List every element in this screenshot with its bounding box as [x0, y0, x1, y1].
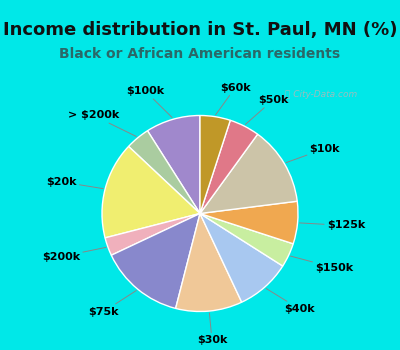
- Text: ⓘ City-Data.com: ⓘ City-Data.com: [286, 90, 358, 99]
- Text: $10k: $10k: [286, 144, 340, 163]
- Text: Income distribution in St. Paul, MN (%): Income distribution in St. Paul, MN (%): [3, 21, 397, 39]
- Text: $50k: $50k: [245, 95, 288, 125]
- Wedge shape: [176, 214, 242, 312]
- Text: $75k: $75k: [88, 290, 136, 317]
- Text: $30k: $30k: [197, 313, 227, 345]
- Wedge shape: [200, 134, 297, 214]
- Text: $125k: $125k: [300, 220, 365, 231]
- Text: $150k: $150k: [290, 256, 353, 273]
- Wedge shape: [200, 214, 283, 302]
- Wedge shape: [200, 201, 298, 244]
- Wedge shape: [200, 116, 230, 214]
- Wedge shape: [111, 214, 200, 308]
- Text: > $200k: > $200k: [68, 110, 136, 136]
- Text: $200k: $200k: [42, 247, 106, 262]
- Text: $60k: $60k: [216, 83, 250, 115]
- Wedge shape: [105, 214, 200, 255]
- Wedge shape: [200, 214, 293, 266]
- Wedge shape: [200, 120, 258, 214]
- Text: $40k: $40k: [266, 288, 315, 314]
- Wedge shape: [102, 146, 200, 238]
- Wedge shape: [148, 116, 200, 214]
- Text: Black or African American residents: Black or African American residents: [60, 47, 340, 61]
- Wedge shape: [128, 131, 200, 214]
- Text: $20k: $20k: [46, 177, 103, 189]
- Text: $100k: $100k: [126, 86, 172, 118]
